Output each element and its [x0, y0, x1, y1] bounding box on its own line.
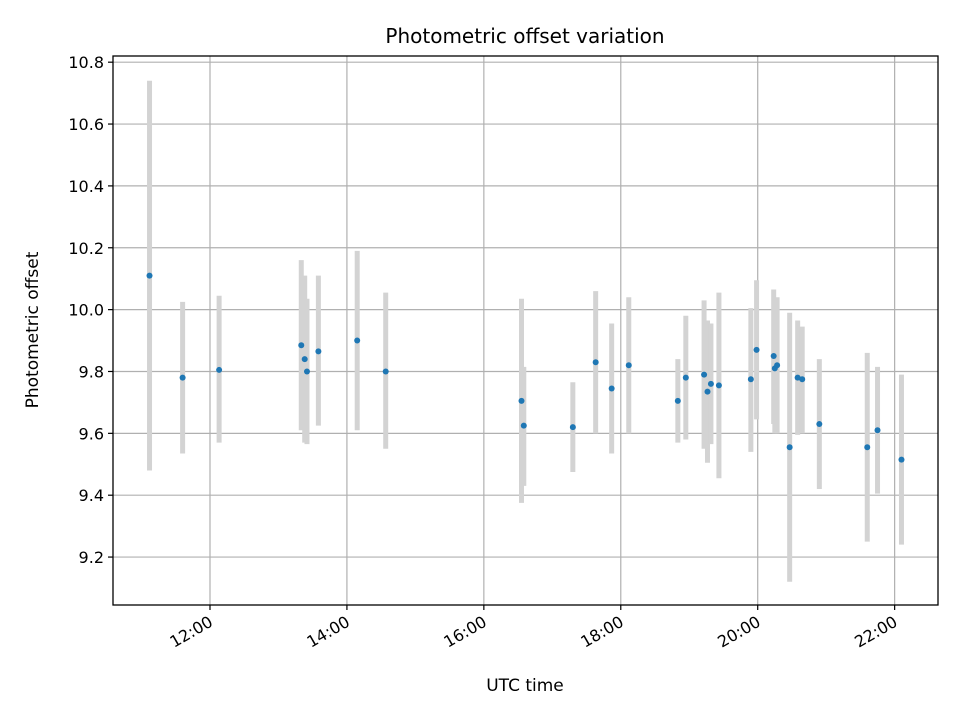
y-tick-label: 10.2: [68, 239, 104, 258]
data-point: [592, 359, 599, 366]
data-point: [794, 374, 801, 381]
y-tick-label: 10.6: [68, 115, 104, 134]
data-point: [816, 421, 823, 428]
data-point: [715, 382, 722, 389]
y-axis-label: Photometric offset: [23, 251, 43, 408]
chart-title: Photometric offset variation: [385, 24, 664, 48]
data-point: [354, 337, 361, 344]
data-point: [315, 348, 322, 355]
data-point: [608, 385, 615, 392]
data-points: [146, 272, 905, 463]
plot-frame: [112, 55, 939, 606]
data-point: [179, 374, 186, 381]
data-point: [682, 374, 689, 381]
data-point: [770, 353, 777, 360]
data-point: [303, 368, 310, 375]
y-tick-label: 9.6: [79, 424, 104, 443]
data-point: [625, 362, 632, 369]
data-point: [382, 368, 389, 375]
y-tick-label: 9.8: [79, 362, 104, 381]
x-axis-label: UTC time: [486, 676, 564, 696]
data-point: [520, 422, 527, 429]
y-tick-label: 10.8: [68, 53, 104, 72]
y-tick-label: 9.4: [79, 486, 104, 505]
data-point: [674, 397, 681, 404]
data-point: [301, 356, 308, 363]
data-point: [799, 376, 806, 383]
data-point: [146, 272, 153, 279]
data-point: [569, 424, 576, 431]
data-point: [898, 456, 905, 463]
data-point: [216, 366, 223, 373]
data-point: [704, 388, 711, 395]
data-point: [518, 397, 525, 404]
data-point: [701, 371, 708, 378]
y-tick-label: 10.0: [68, 301, 104, 320]
data-point: [774, 362, 781, 369]
data-point: [874, 427, 881, 434]
data-point: [753, 346, 760, 353]
data-point: [747, 376, 754, 383]
data-point: [298, 342, 305, 349]
y-tick-label: 10.4: [68, 177, 104, 196]
data-point: [864, 444, 871, 451]
y-axis-ticks: 9.2 9.4 9.6 9.8 10.0 10.2 10.4 10.6 10.8: [68, 53, 113, 567]
y-tick-label: 9.2: [79, 548, 104, 567]
data-point: [707, 380, 714, 387]
data-point: [786, 444, 793, 451]
